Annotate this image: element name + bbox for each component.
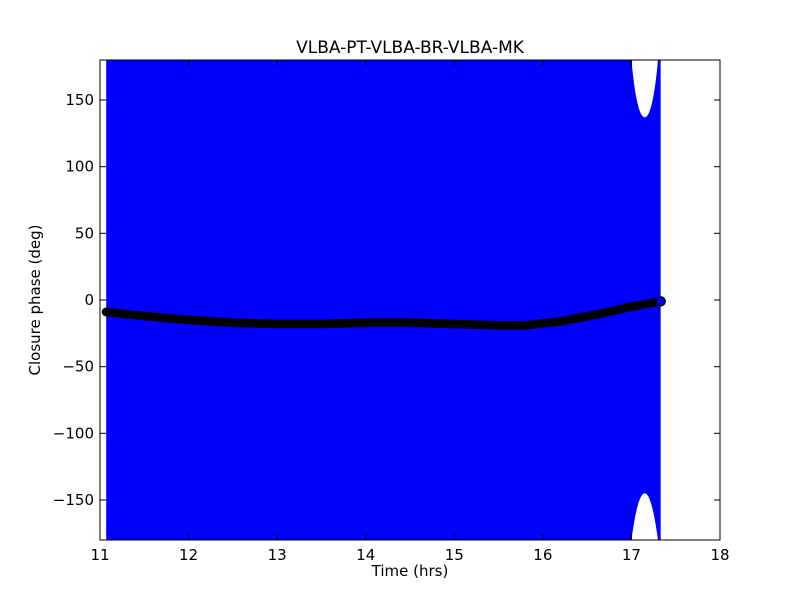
x-tick-label: 14 <box>356 546 375 564</box>
x-tick-label: 15 <box>445 546 464 564</box>
x-tick-label: 18 <box>710 546 729 564</box>
data-points-layer <box>101 296 666 330</box>
x-axis-label: Time (hrs) <box>371 562 449 580</box>
chart-title: VLBA-PT-VLBA-BR-VLBA-MK <box>296 38 525 58</box>
y-axis-ticks: −150 −100 −50 0 50 100 150 <box>53 91 720 509</box>
y-tick-label: −150 <box>53 491 94 509</box>
y-tick-label: −50 <box>62 358 94 376</box>
data-band <box>106 60 661 540</box>
y-axis-label: Closure phase (deg) <box>26 225 44 376</box>
y-tick-label: 0 <box>84 291 94 309</box>
data-band-gap <box>631 493 658 540</box>
x-tick-label: 13 <box>268 546 287 564</box>
data-band-layer <box>106 60 661 540</box>
x-tick-label: 12 <box>179 546 198 564</box>
x-tick-label: 16 <box>533 546 552 564</box>
x-tick-label: 17 <box>622 546 641 564</box>
x-tick-label: 11 <box>90 546 109 564</box>
x-axis-ticks: 11 12 13 14 15 16 17 18 <box>90 60 730 564</box>
y-tick-label: 150 <box>65 91 94 109</box>
data-point-end <box>655 296 666 307</box>
y-tick-label: 50 <box>75 224 94 242</box>
data-band-gap <box>631 60 658 118</box>
y-tick-label: 100 <box>65 158 94 176</box>
y-tick-label: −100 <box>53 424 94 442</box>
